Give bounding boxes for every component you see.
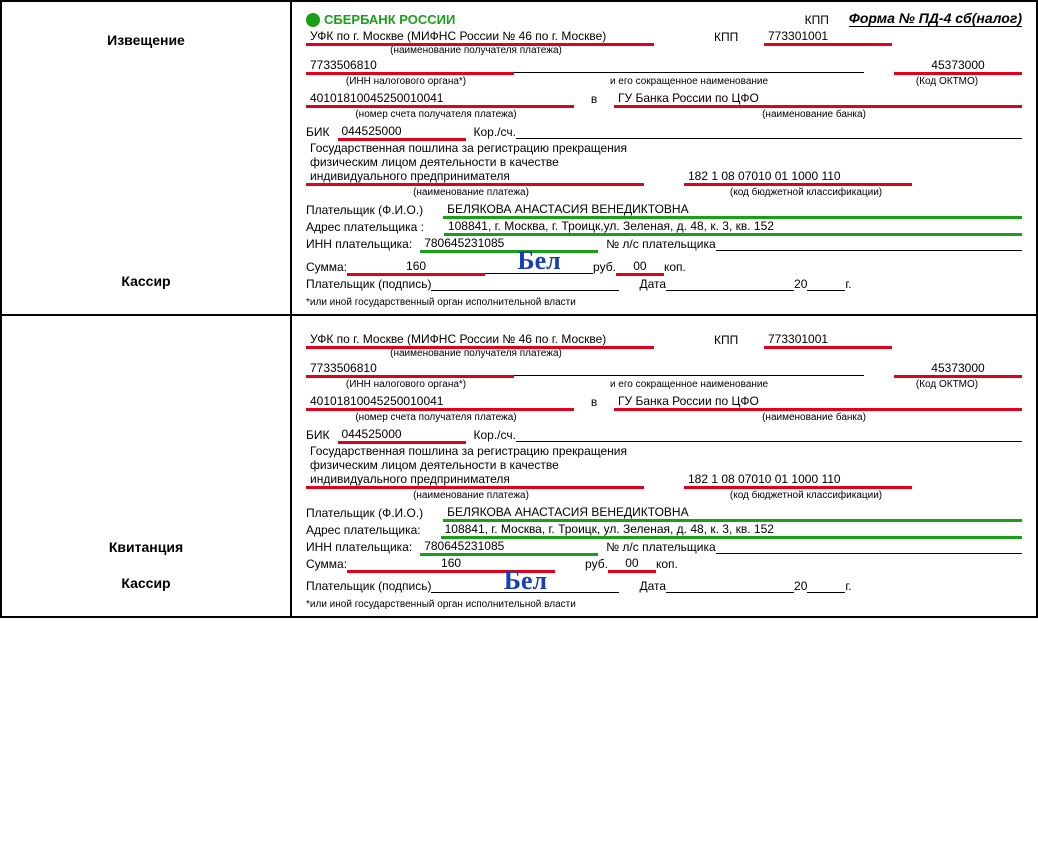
payment-caption-2: (наименование платежа) <box>306 490 636 501</box>
shortname-caption-2: и его сокращенное наименование <box>506 379 872 390</box>
rub-label-2: руб. <box>585 557 608 571</box>
oktmo-value: 45373000 <box>894 58 1022 73</box>
receipt-label: Квитанция <box>12 539 280 555</box>
payer-addr-label: Адрес плательщика : <box>306 220 424 234</box>
inn-value-2: 7733506810 <box>306 361 514 376</box>
rub-label: руб. <box>593 260 616 274</box>
kor-label-2: Кор./сч. <box>474 428 516 442</box>
sum-kop: 00 <box>616 259 664 274</box>
kor-label: Кор./сч. <box>474 125 516 139</box>
payer-sign-label-2: Плательщик (подпись) <box>306 579 431 593</box>
account-caption: (номер счета получателя платежа) <box>306 109 566 120</box>
payer-name: БЕЛЯКОВА АНАСТАСИЯ ВЕНЕДИКТОВНА <box>443 202 1022 217</box>
recipient-caption: (наименование получателя платежа) <box>306 45 646 56</box>
payer-inn-label: ИНН плательщика: <box>306 237 412 251</box>
inn-value: 7733506810 <box>306 58 514 73</box>
cashier-label-1: Кассир <box>12 273 280 289</box>
bank-caption-2: (наименование банка) <box>606 412 1022 423</box>
year-label: 20 <box>794 277 807 291</box>
bank-logo: СБЕРБАНК РОССИИ <box>306 12 455 27</box>
recipient: УФК по г. Москве (МИФНС России № 46 по г… <box>306 29 654 44</box>
sum-kop-2: 00 <box>608 556 656 571</box>
notice-section: Извещение Кассир СБЕРБАНК РОССИИ КПП Фор… <box>2 2 1036 316</box>
cashier-label-2: Кассир <box>12 575 280 591</box>
sum-label: Сумма: <box>306 260 347 274</box>
date-label: Дата <box>639 277 666 291</box>
notice-label: Извещение <box>12 32 280 48</box>
account-caption-2: (номер счета получателя платежа) <box>306 412 566 423</box>
kpp-label: КПП <box>805 13 829 27</box>
account-value-2: 40101810045250010041 <box>306 394 574 409</box>
notice-body: СБЕРБАНК РОССИИ КПП Форма № ПД-4 сб(нало… <box>292 2 1036 314</box>
payer-addr: 108841, г. Москва, г. Троицк,ул. Зеленая… <box>444 219 1022 234</box>
kbk-value-2: 182 1 08 07010 01 1000 110 <box>684 472 912 487</box>
kop-label-2: коп. <box>656 557 678 571</box>
bank-caption: (наименование банка) <box>606 109 1022 120</box>
receipt-left: Квитанция Кассир <box>2 316 292 617</box>
bik-label: БИК <box>306 125 330 139</box>
form-title: Форма № ПД-4 сб(налог) <box>849 10 1022 27</box>
bik-value-2: 044525000 <box>338 427 466 442</box>
ls-label: № л/с плательщика <box>606 237 715 251</box>
payment-name-2: Государственная пошлина за регистрацию п… <box>306 444 644 487</box>
payer-fio-label: Плательщик (Ф.И.О.) <box>306 203 423 217</box>
payer-inn-2: 780645231085 <box>420 539 598 554</box>
inn-caption-2: (ИНН налогового органа*) <box>306 379 506 390</box>
payer-name-2: БЕЛЯКОВА АНАСТАСИЯ ВЕНЕДИКТОВНА <box>443 505 1022 520</box>
oktmo-caption: (Код ОКТМО) <box>872 76 1022 87</box>
payment-caption: (наименование платежа) <box>306 187 636 198</box>
shortname-caption: и его сокращенное наименование <box>506 76 872 87</box>
year-suffix: г. <box>845 277 851 291</box>
kpp-label-3: КПП <box>714 333 764 347</box>
kbk-value: 182 1 08 07010 01 1000 110 <box>684 169 912 184</box>
kpp-value: 773301001 <box>764 29 892 44</box>
bank-logo-text: СБЕРБАНК РОССИИ <box>324 12 455 27</box>
payer-addr-2: 108841, г. Москва, г. Троицк, ул. Зелена… <box>441 522 1022 537</box>
footnote-2: *или иной государственный орган исполнит… <box>306 599 1022 610</box>
year-label-2: 20 <box>794 579 807 593</box>
ls-label-2: № л/с плательщика <box>606 540 715 554</box>
in-label: в <box>574 92 614 106</box>
sum-rub: 160 <box>347 259 485 274</box>
account-value: 40101810045250010041 <box>306 91 574 106</box>
kbk-caption: (код бюджетной классификации) <box>676 187 936 198</box>
payer-inn: 780645231085 <box>420 236 598 251</box>
recipient-2: УФК по г. Москве (МИФНС России № 46 по г… <box>306 332 654 347</box>
bank-value-2: ГУ Банка России по ЦФО <box>614 394 1022 409</box>
kop-label: коп. <box>664 260 686 274</box>
receipt-body: УФК по г. Москве (МИФНС России № 46 по г… <box>292 316 1036 617</box>
kpp-label-2: КПП <box>714 30 764 44</box>
oktmo-value-2: 45373000 <box>894 361 1022 376</box>
bik-label-2: БИК <box>306 428 330 442</box>
year-suffix-2: г. <box>845 579 851 593</box>
payment-name: Государственная пошлина за регистрацию п… <box>306 141 644 184</box>
payer-sign-label: Плательщик (подпись) <box>306 277 431 291</box>
payer-fio-label-2: Плательщик (Ф.И.О.) <box>306 506 423 520</box>
bik-value: 044525000 <box>338 124 466 139</box>
recipient-caption-2: (наименование получателя платежа) <box>306 348 646 359</box>
footnote-1: *или иной государственный орган исполнит… <box>306 297 1022 308</box>
notice-left: Извещение Кассир <box>2 2 292 314</box>
payer-inn-label-2: ИНН плательщика: <box>306 540 412 554</box>
oktmo-caption-2: (Код ОКТМО) <box>872 379 1022 390</box>
signature-2: Бел <box>431 573 619 594</box>
receipt-section: Квитанция Кассир УФК по г. Москве (МИФНС… <box>2 316 1036 617</box>
kbk-caption-2: (код бюджетной классификации) <box>676 490 936 501</box>
date-label-2: Дата <box>639 579 666 593</box>
inn-caption: (ИНН налогового органа*) <box>306 76 506 87</box>
sum-label-2: Сумма: <box>306 557 347 571</box>
in-label-2: в <box>574 395 614 409</box>
kpp-value-2: 773301001 <box>764 332 892 347</box>
document: Извещение Кассир СБЕРБАНК РОССИИ КПП Фор… <box>0 0 1038 618</box>
bank-value: ГУ Банка России по ЦФО <box>614 91 1022 106</box>
signature-overlap: Бел <box>485 253 593 274</box>
payer-addr-label-2: Адрес плательщика: <box>306 523 421 537</box>
